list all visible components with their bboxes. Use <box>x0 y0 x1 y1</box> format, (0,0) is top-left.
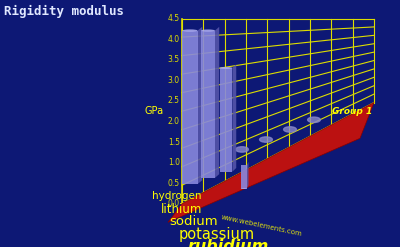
Text: 2.5: 2.5 <box>168 96 180 105</box>
Text: 0.0: 0.0 <box>168 199 180 208</box>
Text: 4.5: 4.5 <box>168 14 180 23</box>
Ellipse shape <box>241 188 247 189</box>
Text: 0.5: 0.5 <box>168 179 180 188</box>
Text: 2.0: 2.0 <box>168 117 180 126</box>
Ellipse shape <box>260 137 272 142</box>
Polygon shape <box>232 64 236 172</box>
Text: potassium: potassium <box>178 227 254 242</box>
Text: rubidium: rubidium <box>187 239 268 247</box>
Text: 1.0: 1.0 <box>168 158 180 167</box>
Text: Rigidity modulus: Rigidity modulus <box>4 5 124 18</box>
Bar <box>220 68 232 172</box>
Text: GPa: GPa <box>144 106 164 116</box>
Text: Group 1: Group 1 <box>332 107 372 116</box>
Bar <box>201 31 215 178</box>
Ellipse shape <box>308 117 320 123</box>
Text: lithium: lithium <box>161 203 202 216</box>
Ellipse shape <box>284 127 296 132</box>
Text: www.webelements.com: www.webelements.com <box>220 214 302 237</box>
Bar <box>241 165 247 189</box>
Polygon shape <box>168 103 374 222</box>
Bar <box>182 31 198 184</box>
Text: 3.0: 3.0 <box>168 76 180 85</box>
Ellipse shape <box>236 147 248 152</box>
Text: 3.5: 3.5 <box>168 55 180 64</box>
Ellipse shape <box>220 67 232 69</box>
Text: 4.0: 4.0 <box>168 35 180 44</box>
Polygon shape <box>198 27 202 184</box>
Polygon shape <box>247 162 248 189</box>
Text: sodium: sodium <box>170 215 218 228</box>
Text: hydrogen: hydrogen <box>152 191 202 201</box>
Ellipse shape <box>201 29 215 32</box>
Polygon shape <box>215 27 219 178</box>
Text: 1.5: 1.5 <box>168 138 180 146</box>
Ellipse shape <box>182 29 198 32</box>
